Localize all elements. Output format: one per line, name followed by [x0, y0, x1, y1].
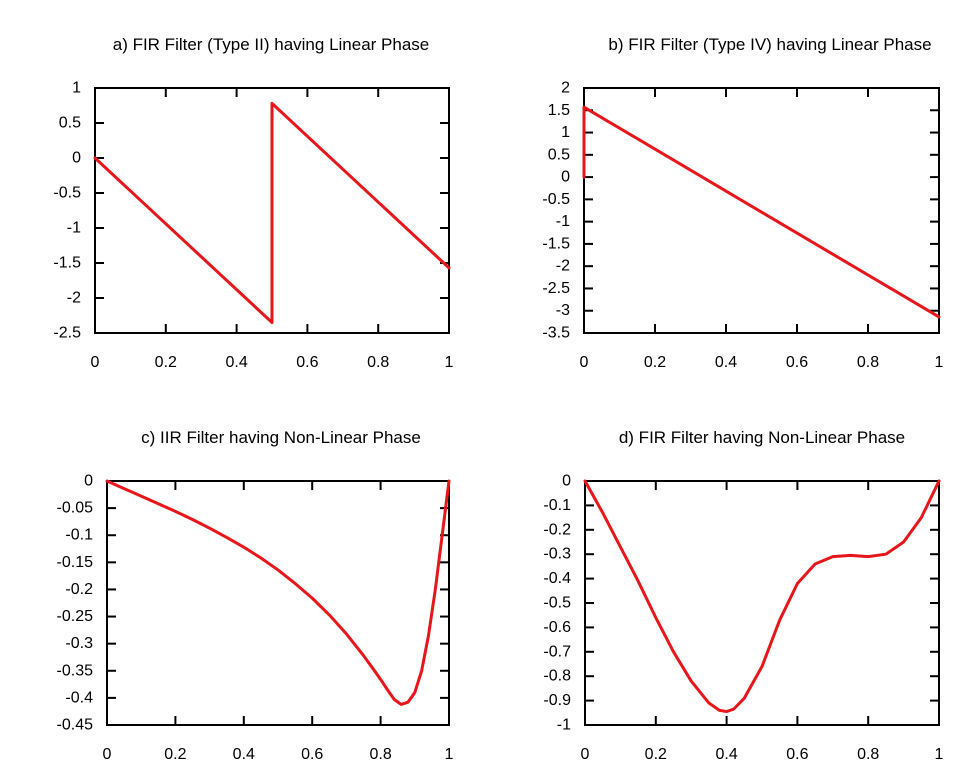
y-tick-label: -0.35	[57, 662, 94, 679]
y-tick-label: -1	[557, 717, 571, 734]
plot-frame	[94, 87, 450, 334]
y-tick-label: -0.45	[57, 717, 94, 734]
y-tick-label: 1	[72, 80, 81, 97]
y-tick-label: -1	[67, 220, 81, 237]
plot-frame	[583, 87, 940, 334]
y-tick-label: -0.05	[57, 500, 94, 517]
y-tick-label: -0.1	[543, 497, 571, 514]
x-tick-label: 0	[580, 354, 589, 371]
x-tick-label: 0.2	[155, 354, 177, 371]
x-tick-label: 0.8	[369, 746, 391, 763]
y-tick-label: -0.15	[57, 554, 94, 571]
x-tick-label: 0.4	[225, 354, 247, 371]
panel-a: a) FIR Filter (Type II) having Linear Ph…	[53, 35, 453, 371]
y-tick-label: -2.5	[53, 325, 81, 342]
y-tick-label: -1	[556, 213, 570, 230]
plot-frame	[106, 480, 450, 726]
x-tick-label: 0.4	[233, 746, 255, 763]
y-tick-label: 0	[562, 473, 571, 490]
y-tick-label: -0.25	[57, 608, 94, 625]
series-line	[582, 105, 941, 319]
panel-d: d) FIR Filter having Non-Linear Phase 0 0.…	[543, 428, 943, 763]
x-tick-label: 0.6	[786, 746, 808, 763]
x-tick-label: 0.8	[367, 354, 389, 371]
panel-b: b) FIR Filter (Type IV) having Linear Ph…	[542, 35, 943, 371]
y-tick-label: -3.5	[542, 325, 570, 342]
x-tick-label: 0.2	[164, 746, 186, 763]
y-tick-label: 0.5	[59, 115, 81, 132]
x-tick-label: 0.4	[715, 354, 737, 371]
y-tick-label: -0.8	[543, 668, 571, 685]
y-tick-label: -1.5	[53, 255, 81, 272]
x-tick-label: 0.6	[296, 354, 318, 371]
x-tick-label: 0.6	[786, 354, 808, 371]
y-tick-label: -0.9	[543, 692, 571, 709]
y-tick-label: -2	[556, 258, 570, 275]
x-tick-label: 0	[581, 746, 590, 763]
y-tick-label: 0	[84, 473, 93, 490]
y-tick-label: -0.5	[543, 595, 571, 612]
x-tick-label: 0	[91, 354, 100, 371]
y-tick-label: 1.5	[548, 102, 570, 119]
y-tick-label: -0.7	[543, 643, 571, 660]
chart-title: d) FIR Filter having Non-Linear Phase	[619, 428, 905, 447]
y-tick-label: -3	[556, 302, 570, 319]
y-tick-label: -1.5	[542, 235, 570, 252]
series-line	[93, 101, 451, 324]
y-tick-label: -0.4	[65, 689, 93, 706]
x-tick-label: 0.4	[715, 746, 737, 763]
y-tick-label: 0	[72, 150, 81, 167]
x-tick-label: 0	[103, 746, 112, 763]
y-tick-label: -2	[67, 290, 81, 307]
series-line	[105, 479, 451, 706]
x-tick-label: 1	[935, 746, 944, 763]
y-tick-label: -0.5	[542, 191, 570, 208]
chart-title: c) IIR Filter having Non-Linear Phase	[141, 428, 421, 447]
x-tick-label: 0.8	[857, 354, 879, 371]
x-tick-label: 0.6	[301, 746, 323, 763]
x-tick-label: 0.2	[644, 354, 666, 371]
y-tick-label: -0.2	[543, 521, 571, 538]
y-tick-label: -2.5	[542, 280, 570, 297]
x-tick-label: 0.8	[857, 746, 879, 763]
y-tick-label: -0.1	[65, 527, 93, 544]
x-tick-label: 0.2	[645, 746, 667, 763]
y-tick-label: -0.3	[543, 546, 571, 563]
y-tick-label: 0	[561, 169, 570, 186]
y-tick-label: -0.4	[543, 570, 571, 587]
x-tick-label: 1	[445, 746, 454, 763]
chart-title: a) FIR Filter (Type II) having Linear Ph…	[113, 35, 430, 54]
y-tick-label: -0.3	[65, 635, 93, 652]
chart-title: b) FIR Filter (Type IV) having Linear Ph…	[608, 35, 931, 54]
plot-frame	[584, 480, 940, 726]
y-tick-label: 1	[561, 124, 570, 141]
panel-c: c) IIR Filter having Non-Linear Phase 0 0.…	[57, 428, 454, 763]
series-line	[583, 479, 941, 714]
y-tick-label: -0.2	[65, 581, 93, 598]
x-tick-label: 1	[445, 354, 454, 371]
x-tick-label: 1	[935, 354, 944, 371]
y-tick-label: 0.5	[548, 146, 570, 163]
y-tick-label: -0.6	[543, 619, 571, 636]
y-tick-label: -0.5	[53, 185, 81, 202]
y-tick-label: 2	[561, 80, 570, 97]
